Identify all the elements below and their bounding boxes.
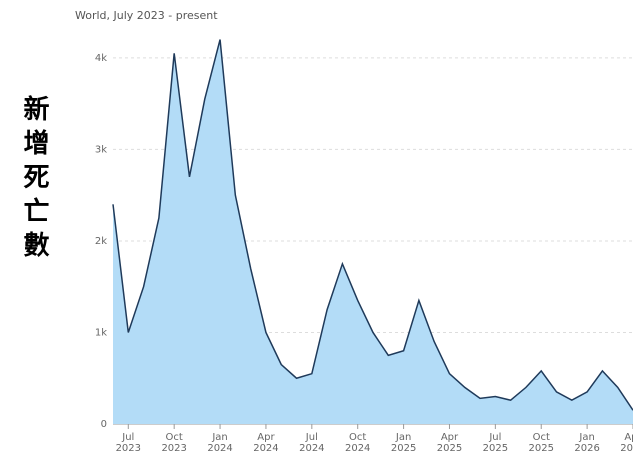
x-tick-label: Oct xyxy=(349,432,366,443)
x-tick-year: 2023 xyxy=(161,443,186,451)
chart-title: World, July 2023 - present xyxy=(75,9,218,22)
y-axis-label: 新增死亡數 xyxy=(19,94,49,265)
y-tick-label: 1k xyxy=(95,327,107,338)
x-tick-label: Jan xyxy=(395,432,411,443)
x-tick-year: 2025 xyxy=(483,443,508,451)
x-tick-year: 2024 xyxy=(253,443,278,451)
x-tick-year: 2024 xyxy=(299,443,324,451)
x-tick-year: 2025 xyxy=(391,443,416,451)
x-tick-label: Jul xyxy=(121,432,134,443)
x-tick-label: Apr xyxy=(624,432,633,443)
x-tick-year: 2024 xyxy=(207,443,232,451)
area xyxy=(113,39,633,424)
x-tick-year: 2025 xyxy=(437,443,462,451)
x-tick-label: Apr xyxy=(257,432,275,443)
x-tick-label: Jul xyxy=(305,432,318,443)
x-tick-label: Oct xyxy=(166,432,183,443)
y-tick-label: 0 xyxy=(101,419,107,430)
x-tick-year: 2025 xyxy=(529,443,554,451)
x-tick-year: 2026 xyxy=(620,443,633,451)
x-tick-label: Jan xyxy=(578,432,594,443)
x-tick-label: Apr xyxy=(441,432,459,443)
y-tick-label: 4k xyxy=(95,53,107,64)
x-tick-label: Oct xyxy=(533,432,550,443)
x-tick-label: Jul xyxy=(488,432,501,443)
x-tick-year: 2024 xyxy=(345,443,370,451)
x-tick-label: Jan xyxy=(211,432,227,443)
x-tick-year: 2023 xyxy=(116,443,141,451)
line xyxy=(112,39,633,411)
y-tick-label: 3k xyxy=(95,144,107,155)
x-tick-year: 2026 xyxy=(574,443,599,451)
y-tick-label: 2k xyxy=(95,236,107,247)
